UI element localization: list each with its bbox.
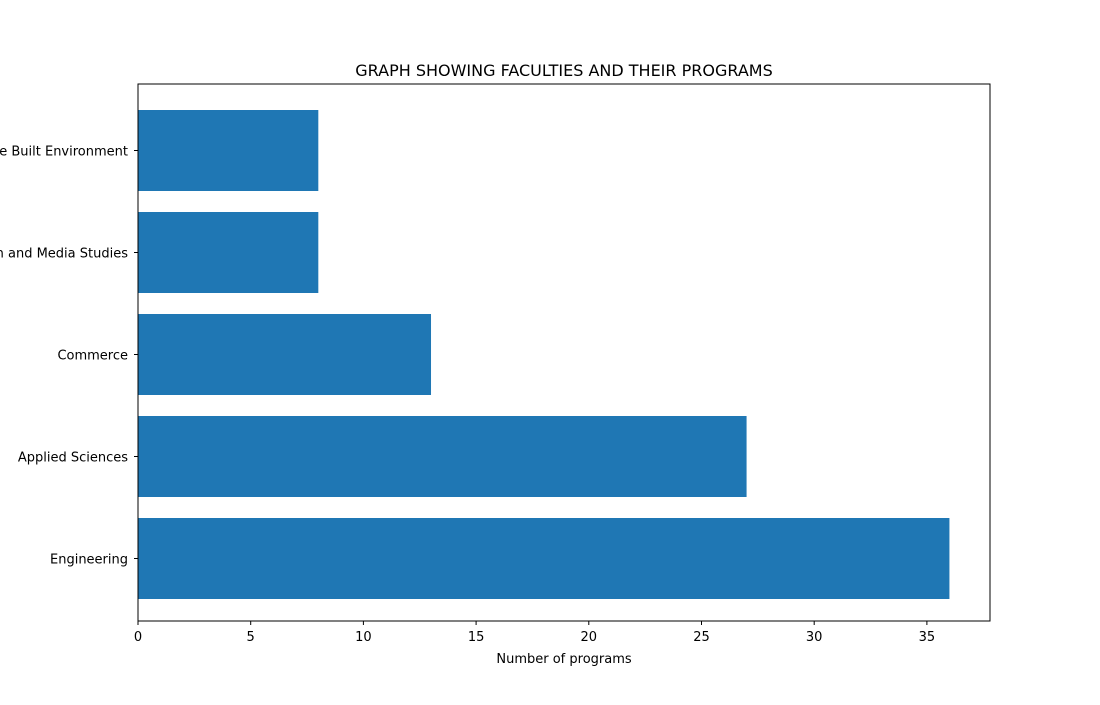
x-tick-label: 0 [134,630,142,645]
x-axis-ticks: 0 5 10 15 20 25 30 35 [134,621,935,645]
chart-title: GRAPH SHOWING FACULTIES AND THEIR PROGRA… [355,61,772,80]
x-tick-label: 20 [581,630,598,645]
y-tick-label: Engineering [50,553,128,568]
y-tick-label: The Built Environment [0,145,128,160]
y-axis-ticks: Engineering Applied Sciences Commerce Commu… [0,145,138,568]
x-tick-label: 15 [468,630,485,645]
y-tick-label: Applied Sciences [18,451,128,466]
x-tick-label: 5 [247,630,255,645]
bar-engineering [138,518,950,599]
x-tick-label: 25 [693,630,710,645]
bar-commerce [138,314,432,395]
bar-applied-sciences [138,416,747,497]
bar-the-built-environment [138,110,319,191]
x-tick-label: 30 [806,630,823,645]
x-axis-label: Number of programs [496,652,632,667]
bars-group [138,110,950,599]
x-tick-label: 10 [355,630,372,645]
y-tick-label: Commerce [57,349,128,364]
plot-area-frame [137,83,991,622]
y-tick-label: Communication and Media Studies [0,247,128,262]
x-tick-label: 35 [919,630,936,645]
bar-communication-and-media-studies [138,212,319,293]
